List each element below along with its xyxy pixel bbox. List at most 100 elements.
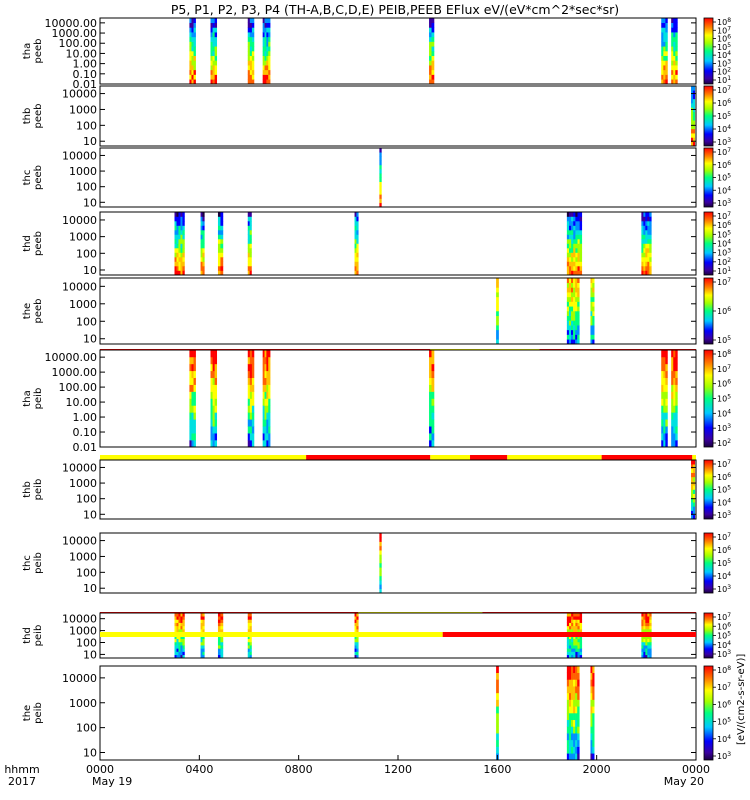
data-column-cell xyxy=(641,221,644,226)
data-column-cell xyxy=(217,613,221,617)
colorbar-tick-label: 106 xyxy=(717,34,731,44)
colorbar-tick-label: 106 xyxy=(717,379,731,389)
data-column-cell xyxy=(356,613,359,617)
data-column-cell xyxy=(182,234,185,240)
data-column-cell xyxy=(573,753,576,761)
colorbar-tick-label: 104 xyxy=(717,408,731,418)
data-column-cell xyxy=(691,472,694,478)
panel-species-label: peeb xyxy=(33,104,44,129)
data-column-cell xyxy=(249,79,253,85)
panel-probe-label: thb xyxy=(22,481,33,498)
data-column-cell xyxy=(645,239,648,244)
data-column-cell xyxy=(579,613,583,617)
data-column-cell xyxy=(266,51,269,57)
data-column-cell xyxy=(665,55,668,61)
data-column-cell xyxy=(193,51,196,57)
data-column-cell xyxy=(571,616,574,620)
data-column-cell xyxy=(566,306,570,312)
colorbar-tick-label: 103 xyxy=(717,248,731,258)
data-column-cell xyxy=(573,645,576,649)
data-column-cell xyxy=(590,301,593,307)
data-column-cell xyxy=(178,216,181,222)
data-column-cell xyxy=(592,713,595,721)
data-column-cell xyxy=(568,719,572,727)
data-column-cell xyxy=(649,635,652,640)
data-column-cell xyxy=(174,212,177,217)
data-column-cell xyxy=(571,651,574,656)
data-column-cell xyxy=(429,405,432,413)
y-tick-label: 100 xyxy=(76,722,97,735)
data-column-cell xyxy=(566,252,570,258)
data-column-cell xyxy=(429,46,432,52)
data-column-cell xyxy=(566,629,570,633)
data-column-cell xyxy=(212,32,215,38)
data-column-cell xyxy=(649,270,652,276)
data-column-cell xyxy=(673,41,676,47)
x-tick-label: 2000 xyxy=(583,763,611,776)
data-column-cell xyxy=(577,306,580,312)
data-column-cell xyxy=(247,41,251,47)
data-column-cell xyxy=(569,225,572,231)
data-column-cell xyxy=(571,739,574,747)
data-column-cell xyxy=(573,672,576,680)
data-column-cell xyxy=(191,55,194,61)
data-column-cell xyxy=(264,391,267,399)
data-column-cell xyxy=(247,641,250,646)
data-column-cell xyxy=(647,261,650,267)
data-column-cell xyxy=(429,22,432,28)
data-column-cell xyxy=(573,651,576,656)
data-column-cell xyxy=(220,638,224,643)
data-column-cell xyxy=(247,419,251,427)
data-column-cell xyxy=(354,261,357,267)
data-column-cell xyxy=(575,666,578,674)
data-column-cell xyxy=(573,311,576,317)
data-column-cell xyxy=(671,74,674,80)
x-axis-label-hhmm: hhmm xyxy=(4,763,39,776)
data-column-cell xyxy=(249,32,253,38)
data-column-cell xyxy=(579,225,583,231)
colorbar-tick-label: 106 xyxy=(717,699,731,709)
data-column-cell xyxy=(571,257,574,262)
data-column-cell xyxy=(212,377,215,385)
data-column-cell xyxy=(356,234,359,240)
data-column-cell xyxy=(671,377,674,385)
data-column-cell xyxy=(356,248,359,253)
data-column-cell xyxy=(356,230,359,235)
data-column-cell xyxy=(645,648,648,652)
data-column-cell xyxy=(675,391,678,399)
data-column-cell xyxy=(647,641,650,646)
colorbar xyxy=(703,665,714,761)
data-column-cell xyxy=(566,311,570,317)
data-column-cell xyxy=(671,55,674,61)
data-column-cell xyxy=(431,356,435,365)
panel-border xyxy=(99,147,697,208)
data-column-cell xyxy=(573,686,576,694)
data-column-cell xyxy=(573,625,576,630)
data-column-cell xyxy=(268,79,271,85)
data-column-cell xyxy=(575,719,578,727)
data-column-cell xyxy=(691,464,694,469)
data-column-cell xyxy=(692,141,696,147)
data-column-cell xyxy=(354,230,357,235)
data-column-cell xyxy=(496,278,499,284)
data-column-cell xyxy=(212,398,215,406)
data-column-cell xyxy=(200,216,203,222)
data-column-cell xyxy=(649,651,652,656)
data-column-cell xyxy=(641,234,644,240)
data-column-cell xyxy=(220,243,224,249)
data-column-cell xyxy=(264,36,267,42)
data-column-cell xyxy=(573,629,576,633)
data-column-cell xyxy=(202,266,205,271)
data-column-cell xyxy=(641,239,644,244)
data-column-cell xyxy=(573,635,576,640)
data-column-cell xyxy=(180,270,183,276)
data-column-cell xyxy=(180,239,183,244)
data-column-cell xyxy=(266,79,269,85)
data-column-cell xyxy=(577,648,580,652)
data-column-cell xyxy=(671,412,674,420)
data-column-cell xyxy=(575,699,578,707)
data-column-cell xyxy=(264,74,267,80)
data-column-cell xyxy=(249,60,253,66)
panel-tha_peeb: 10000.001000.00100.0010.001.000.100.01th… xyxy=(22,17,731,91)
